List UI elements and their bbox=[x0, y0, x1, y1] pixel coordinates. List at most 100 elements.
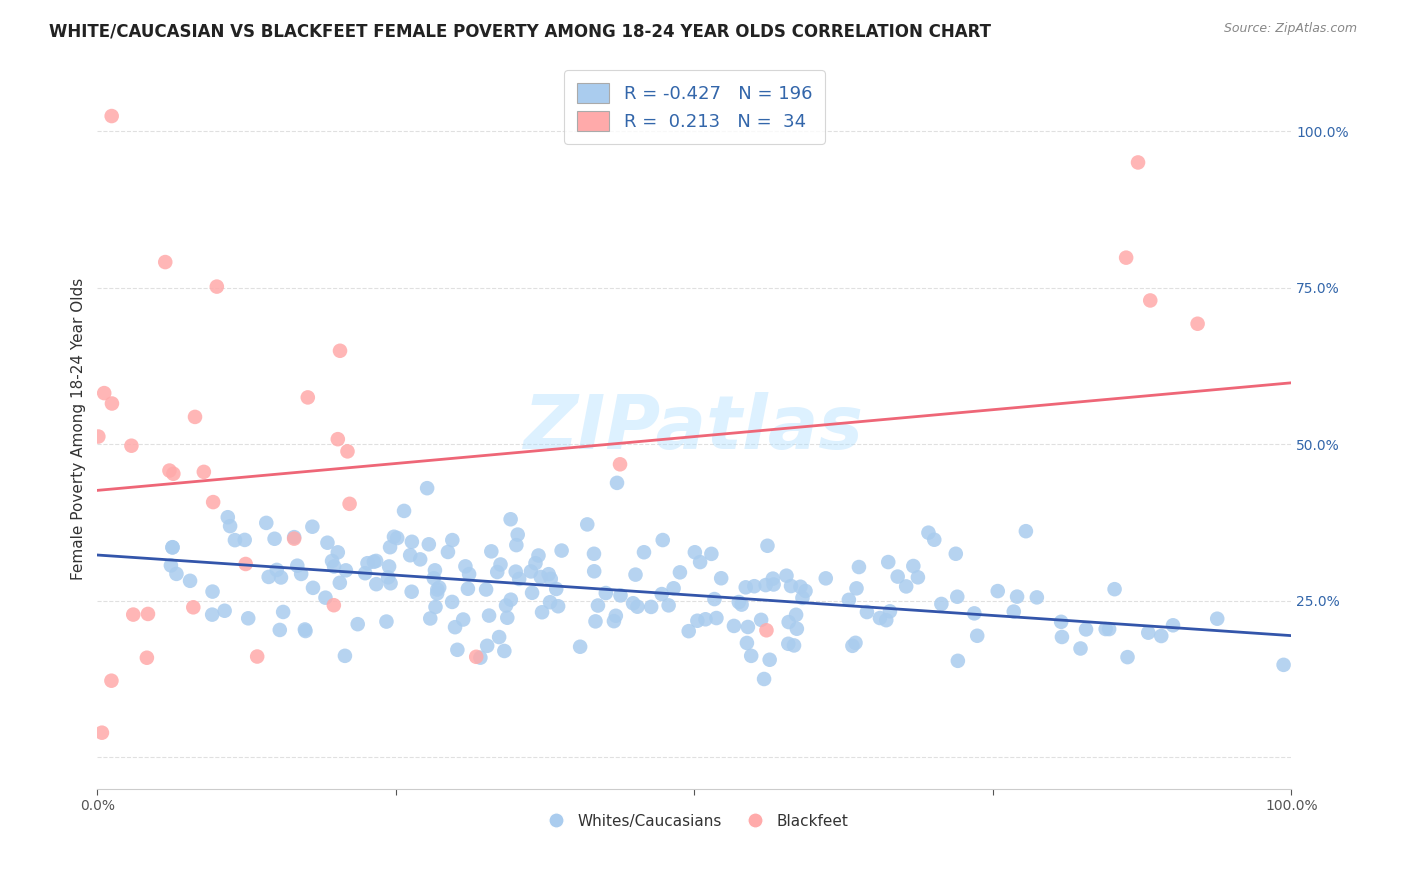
Point bbox=[489, 558, 512, 572]
Point bbox=[478, 608, 501, 623]
Point bbox=[838, 592, 860, 607]
Point bbox=[710, 571, 733, 585]
Point bbox=[201, 607, 224, 622]
Point bbox=[217, 510, 239, 524]
Point bbox=[651, 533, 673, 547]
Point bbox=[740, 648, 762, 663]
Point bbox=[506, 527, 529, 541]
Point bbox=[1126, 155, 1149, 169]
Point bbox=[499, 512, 522, 526]
Point bbox=[946, 654, 969, 668]
Point bbox=[380, 576, 402, 591]
Text: WHITE/CAUCASIAN VS BLACKFEET FEMALE POVERTY AMONG 18-24 YEAR OLDS CORRELATION CH: WHITE/CAUCASIAN VS BLACKFEET FEMALE POVE… bbox=[49, 22, 991, 40]
Point bbox=[758, 653, 780, 667]
Point bbox=[583, 564, 606, 578]
Point bbox=[294, 624, 316, 638]
Point bbox=[1206, 612, 1229, 626]
Point bbox=[603, 614, 626, 628]
Point bbox=[869, 611, 891, 625]
Point bbox=[335, 563, 357, 577]
Point bbox=[378, 540, 401, 554]
Point bbox=[1116, 650, 1139, 665]
Point bbox=[917, 525, 939, 540]
Point bbox=[1005, 590, 1028, 604]
Point bbox=[530, 570, 553, 584]
Point bbox=[1137, 625, 1160, 640]
Point bbox=[224, 533, 246, 548]
Point bbox=[451, 613, 474, 627]
Point bbox=[93, 386, 115, 401]
Point bbox=[752, 672, 775, 686]
Point bbox=[505, 565, 527, 579]
Point bbox=[290, 566, 312, 581]
Point bbox=[499, 592, 522, 607]
Point bbox=[155, 255, 177, 269]
Point bbox=[160, 558, 183, 573]
Point bbox=[540, 572, 562, 586]
Point bbox=[162, 541, 184, 555]
Point bbox=[780, 579, 803, 593]
Point bbox=[90, 725, 112, 739]
Point bbox=[87, 429, 110, 443]
Point bbox=[202, 495, 225, 509]
Point bbox=[135, 650, 157, 665]
Point bbox=[845, 582, 868, 596]
Point bbox=[700, 547, 723, 561]
Point bbox=[609, 588, 631, 602]
Point bbox=[877, 555, 900, 569]
Point bbox=[1104, 582, 1126, 597]
Point bbox=[547, 599, 569, 614]
Point bbox=[339, 497, 361, 511]
Point bbox=[470, 650, 492, 665]
Point bbox=[756, 539, 779, 553]
Point bbox=[495, 599, 517, 613]
Point bbox=[792, 591, 814, 605]
Point bbox=[441, 533, 464, 547]
Point bbox=[426, 586, 449, 600]
Point bbox=[1002, 605, 1025, 619]
Point bbox=[794, 584, 817, 599]
Point bbox=[903, 559, 925, 574]
Point bbox=[235, 557, 257, 571]
Point bbox=[378, 559, 401, 574]
Point bbox=[896, 579, 918, 593]
Point bbox=[426, 582, 449, 597]
Point bbox=[297, 391, 319, 405]
Point bbox=[444, 620, 467, 634]
Point bbox=[537, 567, 560, 582]
Point bbox=[786, 622, 808, 636]
Point bbox=[494, 644, 516, 658]
Point bbox=[294, 623, 316, 637]
Point bbox=[531, 605, 554, 619]
Point bbox=[496, 611, 519, 625]
Point bbox=[179, 574, 201, 588]
Point bbox=[841, 639, 863, 653]
Point bbox=[454, 559, 477, 574]
Point bbox=[122, 607, 145, 622]
Point bbox=[269, 623, 291, 637]
Point bbox=[375, 615, 398, 629]
Point bbox=[329, 575, 352, 590]
Point bbox=[321, 554, 343, 568]
Point bbox=[538, 595, 561, 609]
Point bbox=[520, 586, 543, 600]
Point bbox=[283, 530, 305, 544]
Point bbox=[283, 532, 305, 546]
Point bbox=[946, 590, 969, 604]
Point bbox=[1050, 630, 1073, 644]
Point bbox=[742, 579, 765, 593]
Point bbox=[409, 552, 432, 566]
Point bbox=[695, 612, 717, 626]
Point bbox=[609, 458, 631, 472]
Point bbox=[193, 465, 215, 479]
Point bbox=[686, 614, 709, 628]
Point bbox=[931, 597, 953, 611]
Point bbox=[735, 636, 758, 650]
Point bbox=[1094, 622, 1116, 636]
Point bbox=[508, 572, 530, 586]
Point bbox=[907, 570, 929, 584]
Point bbox=[886, 569, 908, 583]
Point bbox=[322, 598, 344, 612]
Point bbox=[755, 624, 778, 638]
Point bbox=[945, 547, 967, 561]
